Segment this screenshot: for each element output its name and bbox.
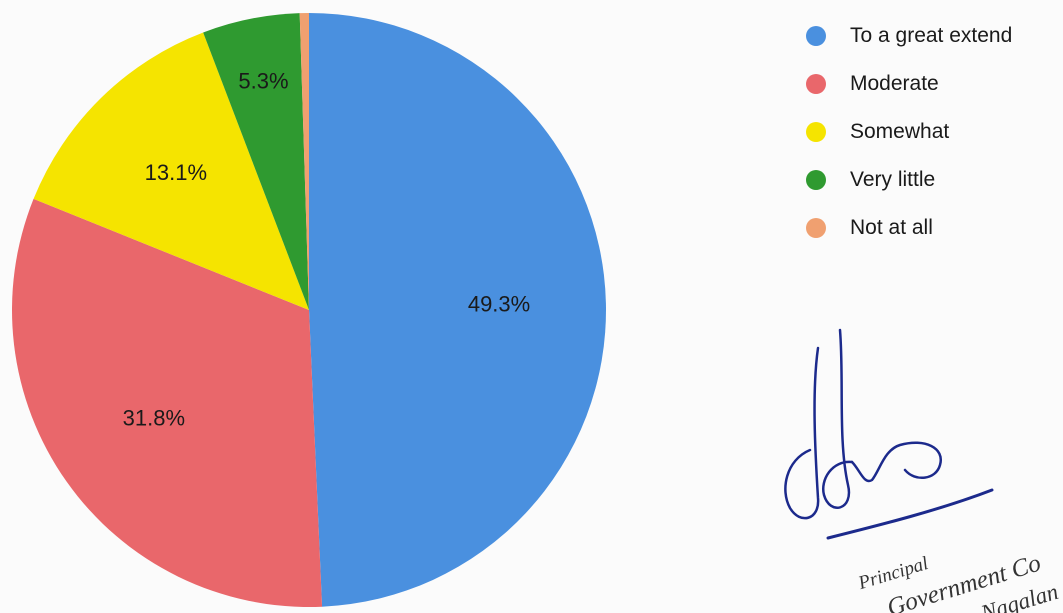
pie-chart: 49.3% 31.8% 13.1% 5.3% [12,13,607,607]
legend-swatch-somewhat [806,122,826,142]
slice-label-very-little: 5.3% [238,69,288,94]
slice-label-moderate: 31.8% [123,406,185,431]
legend-swatch-moderate [806,74,826,94]
legend-item-somewhat: Somewhat [806,108,1012,156]
pie-slices [12,13,607,607]
pie-slice-labels: 49.3% 31.8% 13.1% 5.3% [123,69,531,431]
college-stamp: Principal Government Co Nagalan [836,540,1063,613]
legend-item-very-little: Very little [806,156,1012,204]
legend-label-to-a-great-extend: To a great extend [850,24,1013,47]
legend-item-not-at-all: Not at all [806,204,1012,252]
pie-slice-very-little [203,13,309,311]
legend-label-very-little: Very little [850,168,936,191]
pie-slice-somewhat [33,32,309,310]
principal-signature [784,328,994,540]
slice-label-to-a-great-extend: 49.3% [468,292,530,317]
legend-label-not-at-all: Not at all [850,216,933,239]
legend-item-to-a-great-extend: To a great extend [806,12,1012,60]
pie-slice-to-a-great-extend [309,13,607,607]
slice-label-somewhat: 13.1% [145,160,207,185]
legend-swatch-to-a-great-extend [806,26,826,46]
pie-slice-moderate [12,198,323,607]
legend-item-moderate: Moderate [806,60,1012,108]
chart-legend: To a great extend Moderate Somewhat Very li… [806,12,1012,252]
pie-slice-not-at-all [299,13,309,310]
legend-swatch-very-little [806,170,826,190]
legend-label-moderate: Moderate [850,72,939,95]
legend-swatch-not-at-all [806,218,826,238]
legend-label-somewhat: Somewhat [850,120,950,143]
